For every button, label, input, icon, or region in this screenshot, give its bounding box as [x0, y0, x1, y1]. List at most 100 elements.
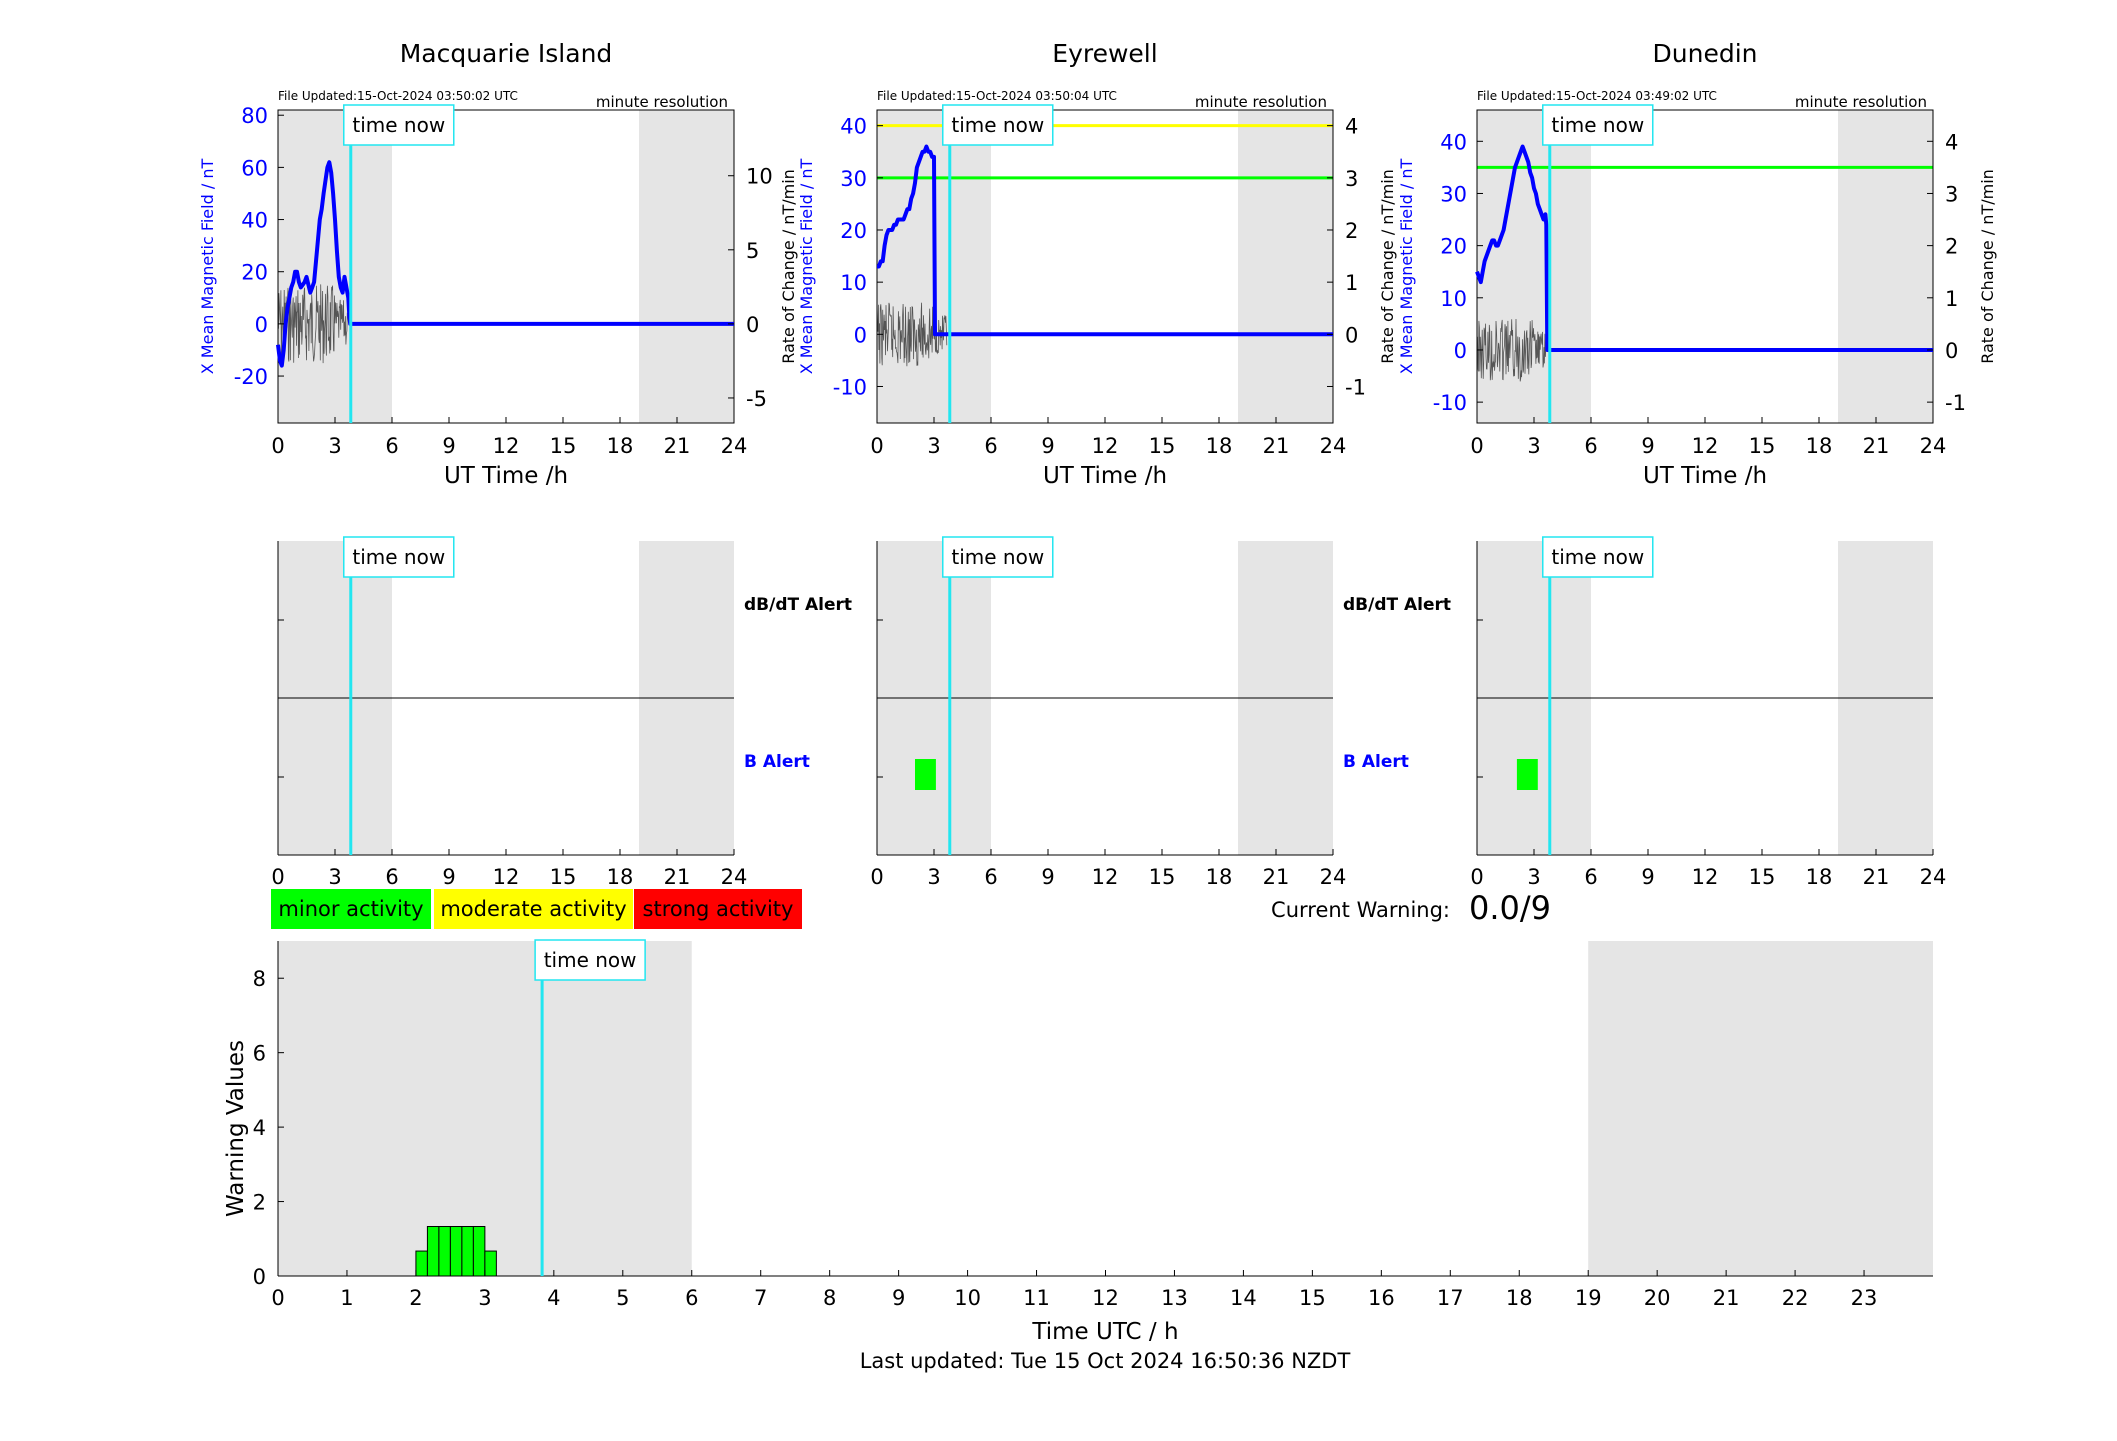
y2-tick-label: 1	[1945, 287, 1958, 311]
legend-moderate-swatch	[434, 889, 633, 929]
x-tick-label: 0	[1470, 865, 1483, 889]
legend-minor-label: minor activity	[278, 897, 423, 921]
x-tick-label: 24	[721, 865, 748, 889]
x-tick-label: 15	[550, 865, 577, 889]
time-now-box	[942, 536, 1054, 578]
y-tick-label: 0	[854, 323, 867, 347]
resolution-label: minute resolution	[1195, 93, 1327, 111]
x-tick-label: 21	[1713, 1286, 1740, 1310]
y-tick-label: 40	[1440, 130, 1467, 154]
x-tick-label: 4	[547, 1286, 560, 1310]
x-tick-label: 18	[1206, 434, 1233, 458]
x-tick-label: 0	[271, 865, 284, 889]
x-tick-label: 18	[1806, 865, 1833, 889]
b-alert-label: B Alert	[744, 752, 810, 772]
time-now-box	[534, 939, 646, 981]
x-tick-label: 3	[1527, 434, 1540, 458]
x-tick-label: 20	[1644, 1286, 1671, 1310]
warning-bar	[415, 1250, 428, 1277]
b-alert-bar	[1516, 759, 1538, 790]
x-tick-label: 6	[385, 865, 398, 889]
x-tick-label: 9	[1041, 865, 1054, 889]
x-tick-label: 9	[442, 865, 455, 889]
y2-tick-label: -1	[1945, 391, 1966, 415]
activity-legend: minor activity moderate activity strong ac…	[271, 889, 802, 929]
x-tick-label: 5	[616, 1286, 629, 1310]
time-now-label: time now	[951, 113, 1044, 137]
y2-tick-label: 3	[1945, 182, 1958, 206]
x-tick-label: 6	[1584, 865, 1597, 889]
magnetic-field-line	[1475, 144, 1933, 352]
y2-tick-label: 2	[1945, 235, 1958, 259]
y2-tick-label: 0	[1345, 323, 1358, 347]
y2-tick-label: -1	[1345, 375, 1366, 399]
x-tick-label: 21	[1863, 865, 1890, 889]
y-tick-label: -20	[234, 365, 268, 389]
time-now-label: time now	[352, 113, 445, 137]
y-axis-label: Warning Values	[223, 1040, 249, 1217]
y-tick-label: 6	[253, 1042, 266, 1066]
y-tick-label: 30	[840, 167, 867, 191]
y2-axis-label: Rate of Change / nT/min	[779, 169, 798, 364]
y-axis-label: X Mean Magnetic Field / nT	[797, 159, 816, 375]
x-tick-label: 16	[1368, 1286, 1395, 1310]
x-tick-label: 10	[954, 1286, 981, 1310]
y-tick-label: 8	[253, 967, 266, 991]
y2-tick-label: 2	[1345, 219, 1358, 243]
file-updated: File Updated:15-Oct-2024 03:49:02 UTC	[1477, 89, 1717, 103]
x-tick-label: 1	[340, 1286, 353, 1310]
legend-minor-swatch	[271, 889, 431, 929]
time-now-box	[1542, 104, 1654, 146]
x-tick-label: 15	[1149, 434, 1176, 458]
night-shade	[1477, 110, 1591, 423]
legend-strong-swatch	[634, 889, 802, 929]
x-tick-label: 12	[1692, 434, 1719, 458]
x-tick-label: 12	[1092, 434, 1119, 458]
time-now-box	[343, 104, 455, 146]
y-axis-label: X Mean Magnetic Field / nT	[1397, 159, 1416, 375]
x-tick-label: 21	[664, 434, 691, 458]
x-tick-label: 21	[1263, 865, 1290, 889]
time-now-label: time now	[951, 545, 1044, 569]
time-now-label: time now	[1551, 545, 1644, 569]
y-tick-label: 80	[241, 104, 268, 128]
x-tick-label: 9	[892, 1286, 905, 1310]
x-tick-label: 15	[550, 434, 577, 458]
x-tick-label: 3	[927, 434, 940, 458]
x-tick-label: 12	[493, 865, 520, 889]
x-tick-label: 9	[1041, 434, 1054, 458]
x-tick-label: 2	[409, 1286, 422, 1310]
alert-panel-2: time now 0 3 6 9 12 15 18 21 24	[1470, 536, 1946, 889]
x-tick-label: 15	[1149, 865, 1176, 889]
x-tick-label: 6	[984, 865, 997, 889]
y-tick-label: 10	[1440, 287, 1467, 311]
x-tick-label: 18	[1806, 434, 1833, 458]
dbdt-alert-label: dB/dT Alert	[744, 595, 852, 615]
x-axis-label: UT Time /h	[444, 463, 568, 489]
x-tick-label: 6	[1584, 434, 1597, 458]
x-tick-label: 6	[385, 434, 398, 458]
y2-axis-label: Rate of Change / nT/min	[1978, 169, 1997, 364]
x-tick-label: 9	[1641, 865, 1654, 889]
y-tick-label: 2	[253, 1191, 266, 1215]
station-title: Eyrewell	[1052, 39, 1157, 68]
time-now-label: time now	[544, 948, 637, 972]
y2-tick-label: 4	[1345, 115, 1358, 139]
y-tick-label: 0	[1454, 339, 1467, 363]
x-tick-label: 12	[1092, 1286, 1119, 1310]
x-axis-label: UT Time /h	[1043, 463, 1167, 489]
y2-tick-label: 5	[746, 239, 759, 263]
y-tick-label: 10	[840, 271, 867, 295]
x-tick-label: 17	[1437, 1286, 1464, 1310]
y2-tick-label: 1	[1345, 271, 1358, 295]
x-tick-label: 6	[984, 434, 997, 458]
x-tick-label: 12	[1692, 865, 1719, 889]
night-shade	[639, 110, 734, 423]
x-tick-label: 23	[1851, 1286, 1878, 1310]
y-tick-label: 20	[840, 219, 867, 243]
x-tick-label: 11	[1023, 1286, 1050, 1310]
x-tick-label: 24	[1320, 865, 1347, 889]
dbdt-alert-label: dB/dT Alert	[1343, 595, 1451, 615]
station-title: Dunedin	[1653, 39, 1758, 68]
